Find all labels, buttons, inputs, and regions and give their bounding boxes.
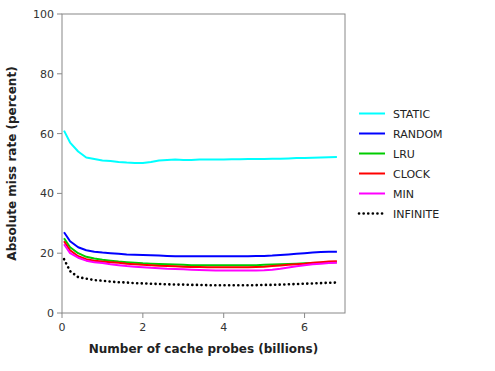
x-tick	[223, 313, 224, 318]
y-tick	[57, 193, 62, 194]
y-tick	[57, 313, 62, 314]
legend-label: CLOCK	[393, 168, 431, 181]
y-axis-label: Absolute miss rate (percent)	[5, 66, 19, 260]
x-tick	[142, 313, 143, 318]
series-line	[64, 259, 337, 285]
legend-swatch	[359, 153, 385, 155]
legend-swatch	[359, 212, 385, 215]
y-tick-label: 80	[40, 68, 54, 81]
y-tick-label: 0	[47, 307, 54, 320]
x-axis-label: Number of cache probes (billions)	[89, 342, 318, 356]
x-tick-label: 0	[59, 321, 66, 334]
series-line	[64, 244, 337, 270]
y-tick-label: 40	[40, 187, 54, 200]
legend-label: RANDOM	[393, 128, 443, 141]
chart: 0246020406080100Number of cache probes (…	[0, 0, 495, 371]
x-tick-label: 4	[220, 321, 227, 334]
y-tick	[57, 253, 62, 254]
x-tick	[304, 313, 305, 318]
x-tick-label: 2	[139, 321, 146, 334]
legend-swatch	[359, 133, 385, 135]
x-tick	[62, 313, 63, 318]
legend: STATIC RANDOM LRU CLOCK MIN INFINITE	[359, 108, 443, 221]
y-tick-label: 100	[33, 8, 54, 21]
y-tick-label: 60	[40, 128, 54, 141]
plot-area	[64, 131, 337, 286]
plot-frame	[62, 14, 345, 313]
y-tick	[57, 133, 62, 134]
y-tick-label: 20	[40, 247, 54, 260]
legend-swatch	[359, 193, 385, 195]
legend-swatch	[359, 173, 385, 175]
legend-label: MIN	[393, 188, 414, 201]
legend-label: INFINITE	[393, 208, 439, 221]
y-tick	[57, 14, 62, 15]
legend-swatch	[359, 113, 385, 115]
series-line	[64, 232, 337, 256]
y-tick	[57, 73, 62, 74]
legend-label: STATIC	[393, 108, 430, 121]
legend-label: LRU	[393, 148, 415, 161]
series-line	[64, 131, 337, 163]
x-tick-label: 6	[301, 321, 308, 334]
